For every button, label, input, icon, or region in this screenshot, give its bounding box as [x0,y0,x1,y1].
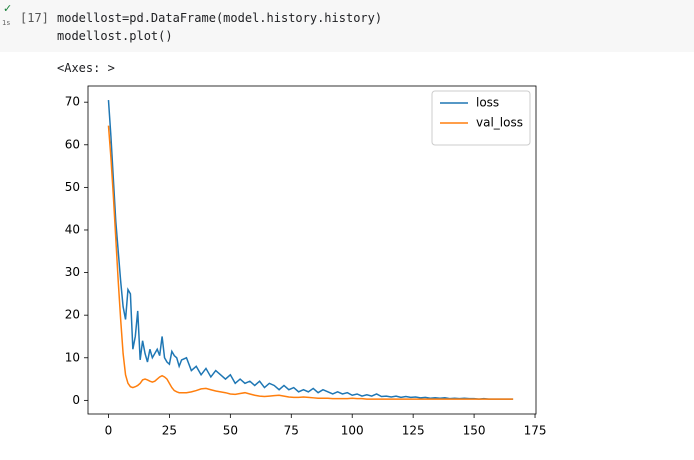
x-tick-label: 75 [284,424,299,438]
x-tick-label: 100 [341,424,364,438]
y-tick-label: 10 [65,350,80,364]
x-tick-label: 25 [162,424,177,438]
code-cell: ✓ 1s [17] modellost=pd.DataFrame(model.h… [0,0,694,52]
y-tick-label: 60 [65,137,80,151]
x-tick-label: 0 [105,424,113,438]
x-tick-label: 150 [463,424,486,438]
axes-frame [87,85,537,415]
y-tick-label: 0 [72,393,80,407]
prompt: [17] [20,11,49,25]
legend-box [431,90,531,146]
line-series [107,125,514,400]
legend-label: val_loss [476,116,523,130]
run-status: ✓ [3,2,13,15]
output-text: <Axes: > [57,61,115,75]
duration: 1s [2,19,11,27]
x-tick-label: 175 [524,424,547,438]
y-tick-label: 40 [65,222,80,236]
y-tick-label: 50 [65,180,80,194]
code-line: modellost.plot() [57,29,173,43]
code-line: modellost=pd.DataFrame(model.history.his… [57,11,383,25]
line-series [107,100,514,400]
y-tick-label: 30 [65,265,80,279]
legend-label: loss [476,96,499,110]
x-tick-label: 125 [402,424,425,438]
y-tick-label: 20 [65,308,80,322]
y-tick-label: 70 [65,95,80,109]
x-tick-label: 50 [223,424,238,438]
